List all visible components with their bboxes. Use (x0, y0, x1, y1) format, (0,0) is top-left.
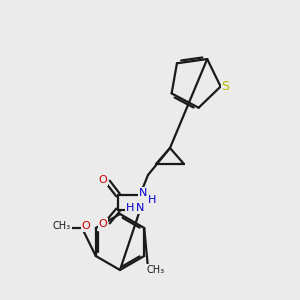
Text: N: N (136, 203, 144, 213)
Text: O: O (82, 221, 90, 231)
Text: H: H (148, 195, 156, 205)
Text: CH₃: CH₃ (53, 221, 71, 231)
Text: CH₃: CH₃ (147, 265, 165, 275)
Text: O: O (99, 219, 107, 229)
Text: N: N (139, 188, 147, 198)
Text: O: O (99, 175, 107, 185)
Text: H: H (126, 203, 134, 213)
Text: S: S (222, 80, 230, 93)
